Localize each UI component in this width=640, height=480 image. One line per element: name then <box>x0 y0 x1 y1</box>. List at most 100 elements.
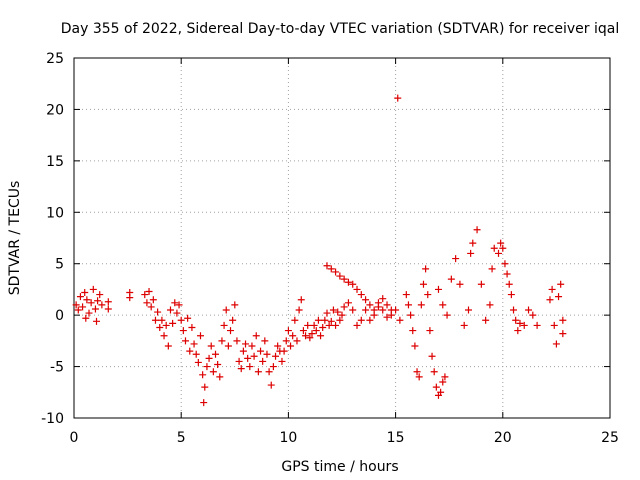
data-point-marker <box>503 270 511 278</box>
data-point-marker <box>177 316 185 324</box>
data-point-marker <box>302 332 310 340</box>
data-point-marker <box>456 280 464 288</box>
x-tick-label: 10 <box>279 430 297 446</box>
data-point-marker <box>89 285 97 293</box>
data-point-marker <box>486 301 494 309</box>
data-point-marker <box>510 306 518 314</box>
data-point-marker <box>552 340 560 348</box>
data-point-marker <box>160 332 168 340</box>
data-point-marker <box>74 306 82 314</box>
data-point-marker <box>141 291 149 299</box>
data-point-marker <box>231 301 239 309</box>
data-point-marker <box>362 296 370 304</box>
data-point-marker <box>82 314 90 322</box>
data-point-marker <box>214 361 222 369</box>
data-point-marker <box>175 301 183 309</box>
data-point-marker <box>184 314 192 322</box>
data-point-marker <box>357 291 365 299</box>
data-point-marker <box>151 316 159 324</box>
data-point-marker <box>248 342 256 350</box>
data-point-marker <box>246 363 254 371</box>
data-point-marker <box>394 94 402 102</box>
data-point-marker <box>158 316 166 324</box>
data-point-marker <box>344 299 352 307</box>
y-axis-label: SDTVAR / TECUs <box>7 181 23 296</box>
data-point-marker <box>340 303 348 311</box>
data-point-marker <box>327 317 335 325</box>
data-point-marker <box>323 262 331 270</box>
data-point-marker <box>439 301 447 309</box>
data-point-marker <box>430 368 438 376</box>
data-point-marker <box>314 316 322 324</box>
data-point-marker <box>188 323 196 331</box>
data-point-marker <box>383 301 391 309</box>
axis-ticks: 0 5 10 15 20 25 -10 -5 0 5 10 15 20 25 <box>41 51 619 446</box>
data-point-marker <box>156 323 164 331</box>
data-point-marker <box>143 299 151 307</box>
data-point-marker <box>194 358 202 366</box>
data-point-marker <box>205 354 213 362</box>
data-point-marker <box>242 340 250 348</box>
data-point-marker <box>332 321 340 329</box>
data-point-marker <box>327 265 335 273</box>
data-point-marker <box>104 305 112 313</box>
y-tick-label: 15 <box>46 154 64 170</box>
data-point-marker <box>196 332 204 340</box>
data-point-marker <box>548 285 556 293</box>
data-point-marker <box>338 311 346 319</box>
data-point-marker <box>203 363 211 371</box>
data-point-marker <box>460 321 468 329</box>
data-point-marker <box>220 321 228 329</box>
data-point-marker <box>482 316 490 324</box>
data-point-marker <box>278 357 286 365</box>
data-point-marker <box>497 239 505 247</box>
data-point-marker <box>293 337 301 345</box>
data-point-marker <box>362 306 370 314</box>
data-point-marker <box>239 347 247 355</box>
x-tick-label: 5 <box>177 430 186 446</box>
data-point-marker <box>490 244 498 252</box>
data-point-marker <box>379 295 387 303</box>
data-point-marker <box>265 368 273 376</box>
data-point-marker <box>259 357 267 365</box>
data-point-marker <box>467 249 475 257</box>
data-point-marker <box>291 316 299 324</box>
data-point-marker <box>370 306 378 314</box>
data-point-marker <box>94 297 102 305</box>
data-point-marker <box>173 309 181 317</box>
data-point-marker <box>227 327 235 335</box>
data-point-marker <box>441 373 449 381</box>
data-point-marker <box>83 296 91 304</box>
data-point-marker <box>387 306 395 314</box>
data-point-marker <box>409 327 417 335</box>
data-point-marker <box>426 327 434 335</box>
y-tick-label: 20 <box>46 102 64 118</box>
data-point-marker <box>257 347 265 355</box>
y-tick-label: -10 <box>41 411 64 427</box>
data-point-marker <box>349 306 357 314</box>
data-point-marker <box>147 303 155 311</box>
data-point-marker <box>550 321 558 329</box>
data-point-marker <box>353 285 361 293</box>
y-tick-label: 5 <box>55 257 64 273</box>
data-point-marker <box>512 316 520 324</box>
data-point-marker <box>72 301 80 309</box>
data-point-marker <box>312 327 320 335</box>
data-point-marker <box>179 327 187 335</box>
data-point-marker <box>190 340 198 348</box>
data-point-marker <box>334 308 342 316</box>
data-point-marker <box>235 357 243 365</box>
data-point-marker <box>422 265 430 273</box>
data-point-marker <box>181 337 189 345</box>
data-point-marker <box>415 373 423 381</box>
data-point-marker <box>199 371 207 379</box>
data-point-marker <box>432 383 440 391</box>
x-tick-label: 20 <box>494 430 512 446</box>
data-point-marker <box>81 289 89 297</box>
data-point-marker <box>166 306 174 314</box>
data-point-marker <box>87 299 95 307</box>
data-point-marker <box>244 354 252 362</box>
data-point-marker <box>546 296 554 304</box>
data-point-marker <box>469 239 477 247</box>
data-point-marker <box>209 368 217 376</box>
